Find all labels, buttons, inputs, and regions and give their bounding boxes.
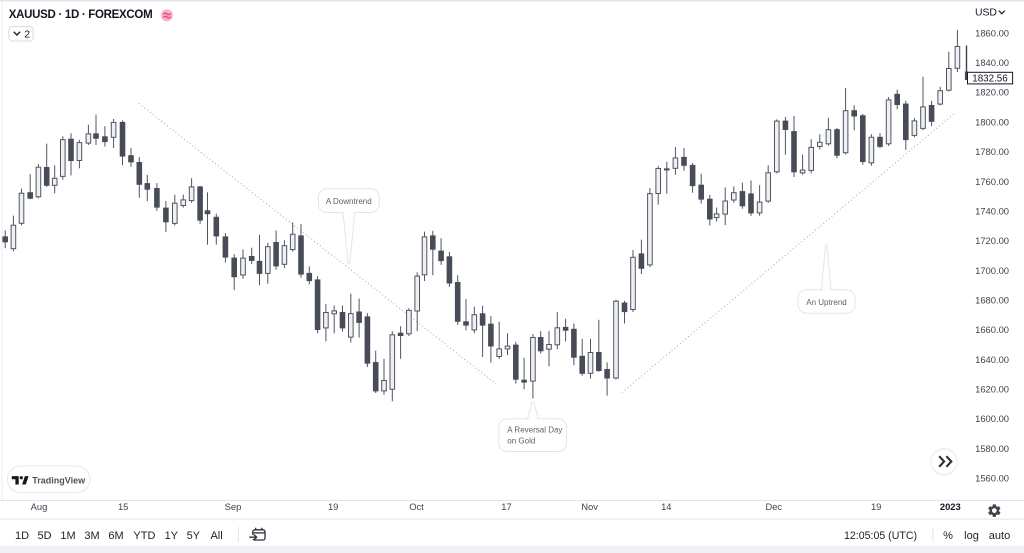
svg-text:3M: 3M [84,530,99,542]
svg-text:1680.00: 1680.00 [975,294,1009,305]
svg-text:1620.00: 1620.00 [975,383,1009,394]
svg-text:1700.00: 1700.00 [975,265,1009,276]
svg-text:Dec: Dec [765,501,782,512]
svg-text:1740.00: 1740.00 [975,205,1009,216]
svg-text:17: 17 [501,501,511,512]
svg-text:A Reversal Day: A Reversal Day [507,426,562,435]
svg-text:All: All [210,530,222,542]
svg-text:A Downtrend: A Downtrend [326,197,372,206]
svg-text:Aug: Aug [31,501,48,512]
svg-text:Sep: Sep [225,501,242,512]
svg-text:An Uptrend: An Uptrend [806,298,846,307]
svg-text:1720.00: 1720.00 [975,235,1009,246]
svg-text:14: 14 [661,501,671,512]
svg-text:TradingView: TradingView [32,475,86,485]
svg-text:1860.00: 1860.00 [975,27,1009,38]
svg-text:on Gold: on Gold [507,437,535,446]
svg-text:1640.00: 1640.00 [975,354,1009,365]
svg-text:1760.00: 1760.00 [975,176,1009,187]
svg-text:1840.00: 1840.00 [975,57,1009,68]
svg-text:12:05:05 (UTC): 12:05:05 (UTC) [844,530,917,542]
svg-text:1832.56: 1832.56 [972,73,1008,84]
svg-text:2: 2 [24,29,30,41]
svg-text:2023: 2023 [940,501,961,512]
svg-text:1820.00: 1820.00 [975,87,1009,98]
svg-text:15: 15 [118,501,128,512]
svg-text:1660.00: 1660.00 [975,324,1009,335]
svg-text:auto: auto [989,530,1010,542]
svg-text:1780.00: 1780.00 [975,146,1009,157]
svg-text:5D: 5D [37,530,51,542]
svg-text:19: 19 [871,501,881,512]
svg-text:1800.00: 1800.00 [975,116,1009,127]
svg-text:1M: 1M [60,530,75,542]
svg-text:USD: USD [975,7,997,18]
svg-text:5Y: 5Y [187,530,201,542]
svg-text:19: 19 [328,501,338,512]
svg-text:1D: 1D [15,530,29,542]
svg-text:Oct: Oct [409,501,424,512]
svg-text:log: log [964,530,979,542]
svg-text:%: % [943,530,953,542]
svg-text:XAUUSD · 1D · FOREXCOM: XAUUSD · 1D · FOREXCOM [9,9,153,21]
svg-text:YTD: YTD [133,530,155,542]
svg-text:1600.00: 1600.00 [975,413,1009,424]
svg-text:1580.00: 1580.00 [975,443,1009,454]
svg-text:6M: 6M [108,530,123,542]
svg-text:Nov: Nov [581,501,598,512]
svg-text:1560.00: 1560.00 [975,472,1009,483]
svg-text:1Y: 1Y [165,530,179,542]
